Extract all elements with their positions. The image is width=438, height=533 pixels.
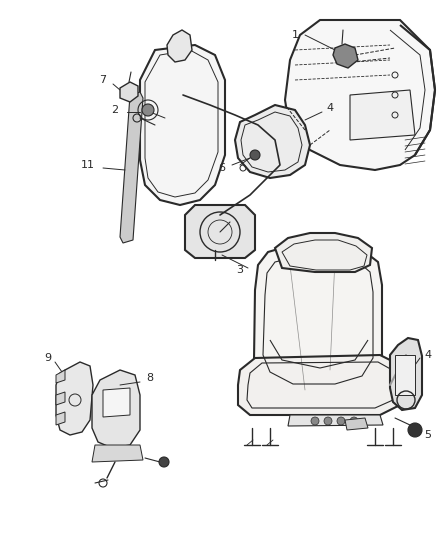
- Circle shape: [142, 104, 154, 116]
- Circle shape: [337, 417, 345, 425]
- Polygon shape: [390, 338, 422, 410]
- Polygon shape: [56, 412, 65, 425]
- Text: 4: 4: [326, 103, 334, 113]
- Polygon shape: [254, 242, 382, 395]
- Circle shape: [311, 417, 319, 425]
- Text: 8: 8: [146, 373, 154, 383]
- Text: 6: 6: [219, 163, 226, 173]
- Polygon shape: [120, 92, 143, 243]
- Circle shape: [250, 150, 260, 160]
- Polygon shape: [275, 233, 372, 272]
- Polygon shape: [56, 392, 65, 405]
- Polygon shape: [235, 105, 310, 178]
- Polygon shape: [140, 45, 225, 205]
- Polygon shape: [395, 355, 415, 395]
- Text: 1: 1: [292, 30, 299, 40]
- Polygon shape: [120, 82, 138, 102]
- Polygon shape: [185, 205, 255, 258]
- Polygon shape: [238, 355, 405, 415]
- Polygon shape: [333, 44, 358, 68]
- Polygon shape: [167, 30, 192, 62]
- Text: 11: 11: [81, 160, 95, 170]
- Polygon shape: [92, 445, 143, 462]
- Text: 9: 9: [44, 353, 52, 363]
- Circle shape: [159, 457, 169, 467]
- Text: 5: 5: [424, 430, 431, 440]
- Polygon shape: [56, 370, 65, 383]
- Polygon shape: [288, 415, 383, 426]
- Circle shape: [408, 423, 422, 437]
- Polygon shape: [92, 370, 140, 448]
- Text: 4: 4: [424, 350, 431, 360]
- Circle shape: [324, 417, 332, 425]
- Polygon shape: [285, 20, 435, 170]
- Polygon shape: [350, 90, 415, 140]
- Text: 2: 2: [111, 105, 119, 115]
- Circle shape: [350, 417, 358, 425]
- Text: 3: 3: [237, 265, 244, 275]
- Text: 7: 7: [99, 75, 106, 85]
- Polygon shape: [345, 418, 368, 430]
- Polygon shape: [103, 388, 130, 417]
- Polygon shape: [56, 362, 93, 435]
